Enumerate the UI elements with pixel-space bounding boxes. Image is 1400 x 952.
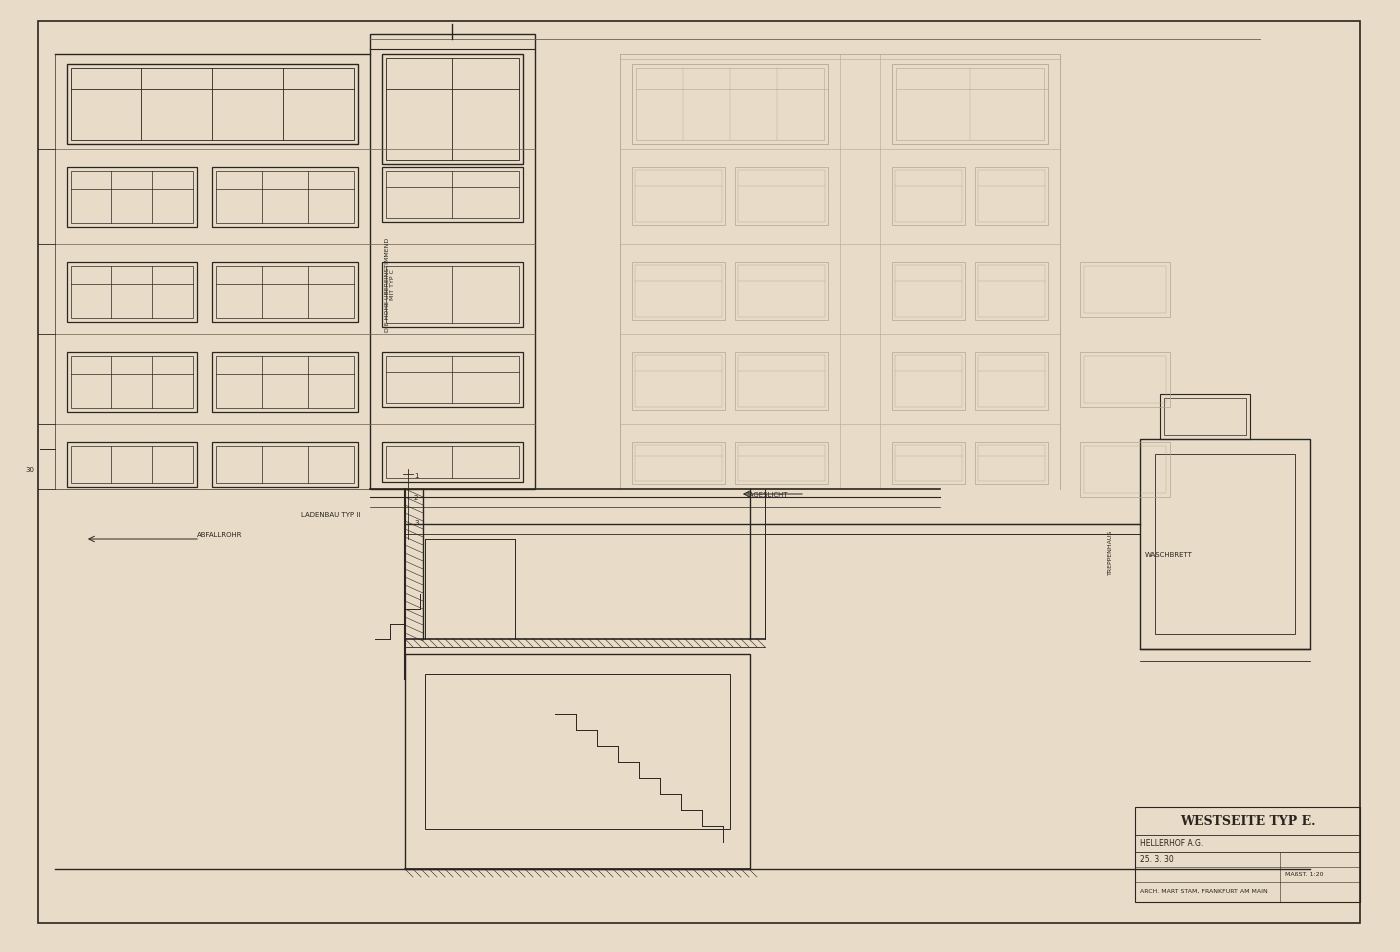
- Bar: [386, 357, 519, 404]
- Bar: [71, 69, 354, 141]
- Bar: [67, 65, 358, 145]
- Text: 1: 1: [414, 472, 419, 479]
- Bar: [631, 263, 725, 321]
- Bar: [892, 443, 965, 485]
- Bar: [67, 168, 197, 228]
- Bar: [735, 352, 827, 410]
- Bar: [735, 263, 827, 321]
- Bar: [211, 443, 358, 487]
- Bar: [636, 170, 722, 223]
- Bar: [382, 352, 524, 407]
- Text: DIE HOHE UBEREINSTIMMEND
MIT TYP C: DIE HOHE UBEREINSTIMMEND MIT TYP C: [385, 238, 395, 332]
- Bar: [979, 446, 1044, 482]
- Bar: [216, 446, 354, 484]
- Bar: [71, 357, 193, 408]
- Text: WESTSEITE TYP E.: WESTSEITE TYP E.: [1180, 815, 1315, 827]
- Bar: [71, 446, 193, 484]
- Bar: [979, 170, 1044, 223]
- Text: WASCHBRETT: WASCHBRETT: [1145, 551, 1193, 558]
- Bar: [738, 266, 825, 318]
- Bar: [386, 59, 519, 161]
- Bar: [895, 266, 962, 318]
- Text: 2: 2: [414, 494, 419, 501]
- Bar: [1084, 446, 1166, 493]
- Bar: [895, 170, 962, 223]
- Bar: [895, 446, 962, 482]
- Bar: [636, 69, 825, 141]
- Bar: [426, 674, 729, 829]
- Bar: [1079, 263, 1170, 318]
- Bar: [382, 55, 524, 165]
- Bar: [216, 171, 354, 224]
- Bar: [1084, 267, 1166, 313]
- Bar: [892, 352, 965, 410]
- Bar: [1135, 807, 1359, 902]
- Bar: [386, 171, 519, 219]
- Bar: [71, 171, 193, 224]
- Text: LADENBAU TYP II: LADENBAU TYP II: [301, 511, 360, 518]
- Bar: [631, 168, 725, 226]
- Bar: [216, 357, 354, 408]
- Text: ABFALLROHR: ABFALLROHR: [197, 531, 242, 538]
- Bar: [55, 55, 370, 489]
- Bar: [382, 443, 524, 483]
- Bar: [979, 356, 1044, 407]
- Bar: [71, 267, 193, 319]
- Bar: [636, 446, 722, 482]
- Bar: [1079, 352, 1170, 407]
- Bar: [211, 168, 358, 228]
- Bar: [631, 443, 725, 485]
- Bar: [1163, 399, 1246, 436]
- Bar: [738, 170, 825, 223]
- Bar: [892, 168, 965, 226]
- Bar: [974, 443, 1049, 485]
- Text: MAßST. 1:20: MAßST. 1:20: [1285, 872, 1323, 877]
- Bar: [738, 356, 825, 407]
- Bar: [211, 263, 358, 323]
- Bar: [896, 69, 1044, 141]
- Bar: [735, 168, 827, 226]
- Bar: [382, 263, 524, 327]
- Bar: [382, 168, 524, 223]
- Bar: [67, 352, 197, 412]
- Bar: [1140, 440, 1310, 649]
- Text: TREPPENHAUS: TREPPENHAUS: [1107, 529, 1113, 575]
- Bar: [216, 267, 354, 319]
- Text: TAGESLICHT: TAGESLICHT: [745, 491, 788, 498]
- Bar: [895, 356, 962, 407]
- Bar: [974, 168, 1049, 226]
- Bar: [67, 263, 197, 323]
- Bar: [386, 267, 519, 324]
- Bar: [1161, 394, 1250, 440]
- Bar: [386, 446, 519, 479]
- Bar: [631, 65, 827, 145]
- Bar: [211, 352, 358, 412]
- Bar: [370, 35, 535, 489]
- Bar: [1155, 454, 1295, 634]
- Bar: [974, 352, 1049, 410]
- Bar: [974, 263, 1049, 321]
- Text: 25. 3. 30: 25. 3. 30: [1140, 855, 1173, 863]
- Bar: [636, 356, 722, 407]
- Bar: [892, 65, 1049, 145]
- Text: 30: 30: [25, 466, 35, 472]
- Bar: [892, 263, 965, 321]
- Bar: [738, 446, 825, 482]
- Bar: [1084, 357, 1166, 404]
- Text: ARCH. MART STAM, FRANKFURT AM MAIN: ARCH. MART STAM, FRANKFURT AM MAIN: [1140, 887, 1268, 893]
- Bar: [1079, 443, 1170, 498]
- Text: HELLERHOF A.G.: HELLERHOF A.G.: [1140, 839, 1203, 847]
- Bar: [636, 266, 722, 318]
- Bar: [735, 443, 827, 485]
- Bar: [631, 352, 725, 410]
- Bar: [67, 443, 197, 487]
- Bar: [405, 654, 750, 869]
- Text: 3: 3: [414, 520, 419, 526]
- Bar: [979, 266, 1044, 318]
